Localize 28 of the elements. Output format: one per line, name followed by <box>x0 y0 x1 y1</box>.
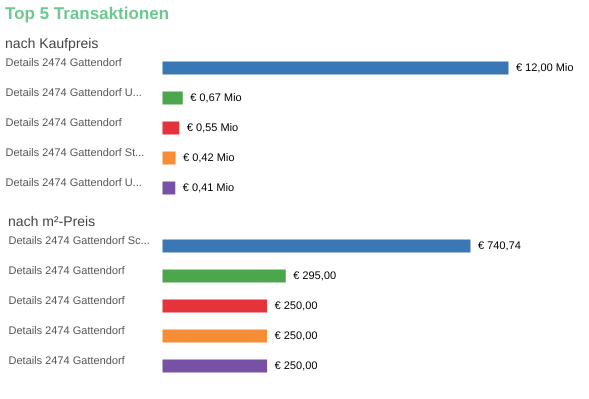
data-label: € 12,00 Mio <box>516 62 574 74</box>
bar <box>162 182 176 194</box>
y-tick-label: Details 2474 Gattendorf <box>6 117 123 129</box>
data-label: € 0,42 Mio <box>183 152 234 164</box>
data-label: € 0,41 Mio <box>182 182 234 194</box>
bar <box>162 62 508 74</box>
chart-subtitle: nach Kaufpreis <box>5 35 98 51</box>
y-tick-label: Details 2474 Gattendorf <box>6 57 123 69</box>
bar <box>162 122 180 134</box>
y-tick-label: Details 2474 Gattendorf <box>8 325 126 337</box>
data-label: € 0,55 Mio <box>186 122 238 134</box>
y-tick-label: Details 2474 Gattendorf Sc... <box>8 235 150 247</box>
data-label: € 250,00 <box>274 360 318 372</box>
data-label: € 250,00 <box>274 330 318 342</box>
chart-subtitle: nach m²-Preis <box>8 213 96 229</box>
data-label: € 0,67 Mio <box>190 92 242 104</box>
y-tick-label: Details 2474 Gattendorf U... <box>6 177 142 189</box>
y-tick-label: Details 2474 Gattendorf U... <box>6 87 142 99</box>
y-tick-label: Details 2474 Gattendorf St... <box>6 147 144 159</box>
data-label: € 740,74 <box>478 240 521 252</box>
y-tick-label: Details 2474 Gattendorf <box>8 355 126 367</box>
bar <box>162 152 176 164</box>
data-label: € 295,00 <box>293 270 336 282</box>
chart-title: Top 5 Transaktionen <box>5 4 170 23</box>
bar <box>162 92 183 104</box>
y-tick-label: Details 2474 Gattendorf <box>8 295 126 307</box>
data-label: € 250,00 <box>274 300 318 312</box>
y-tick-label: Details 2474 Gattendorf <box>8 265 126 277</box>
